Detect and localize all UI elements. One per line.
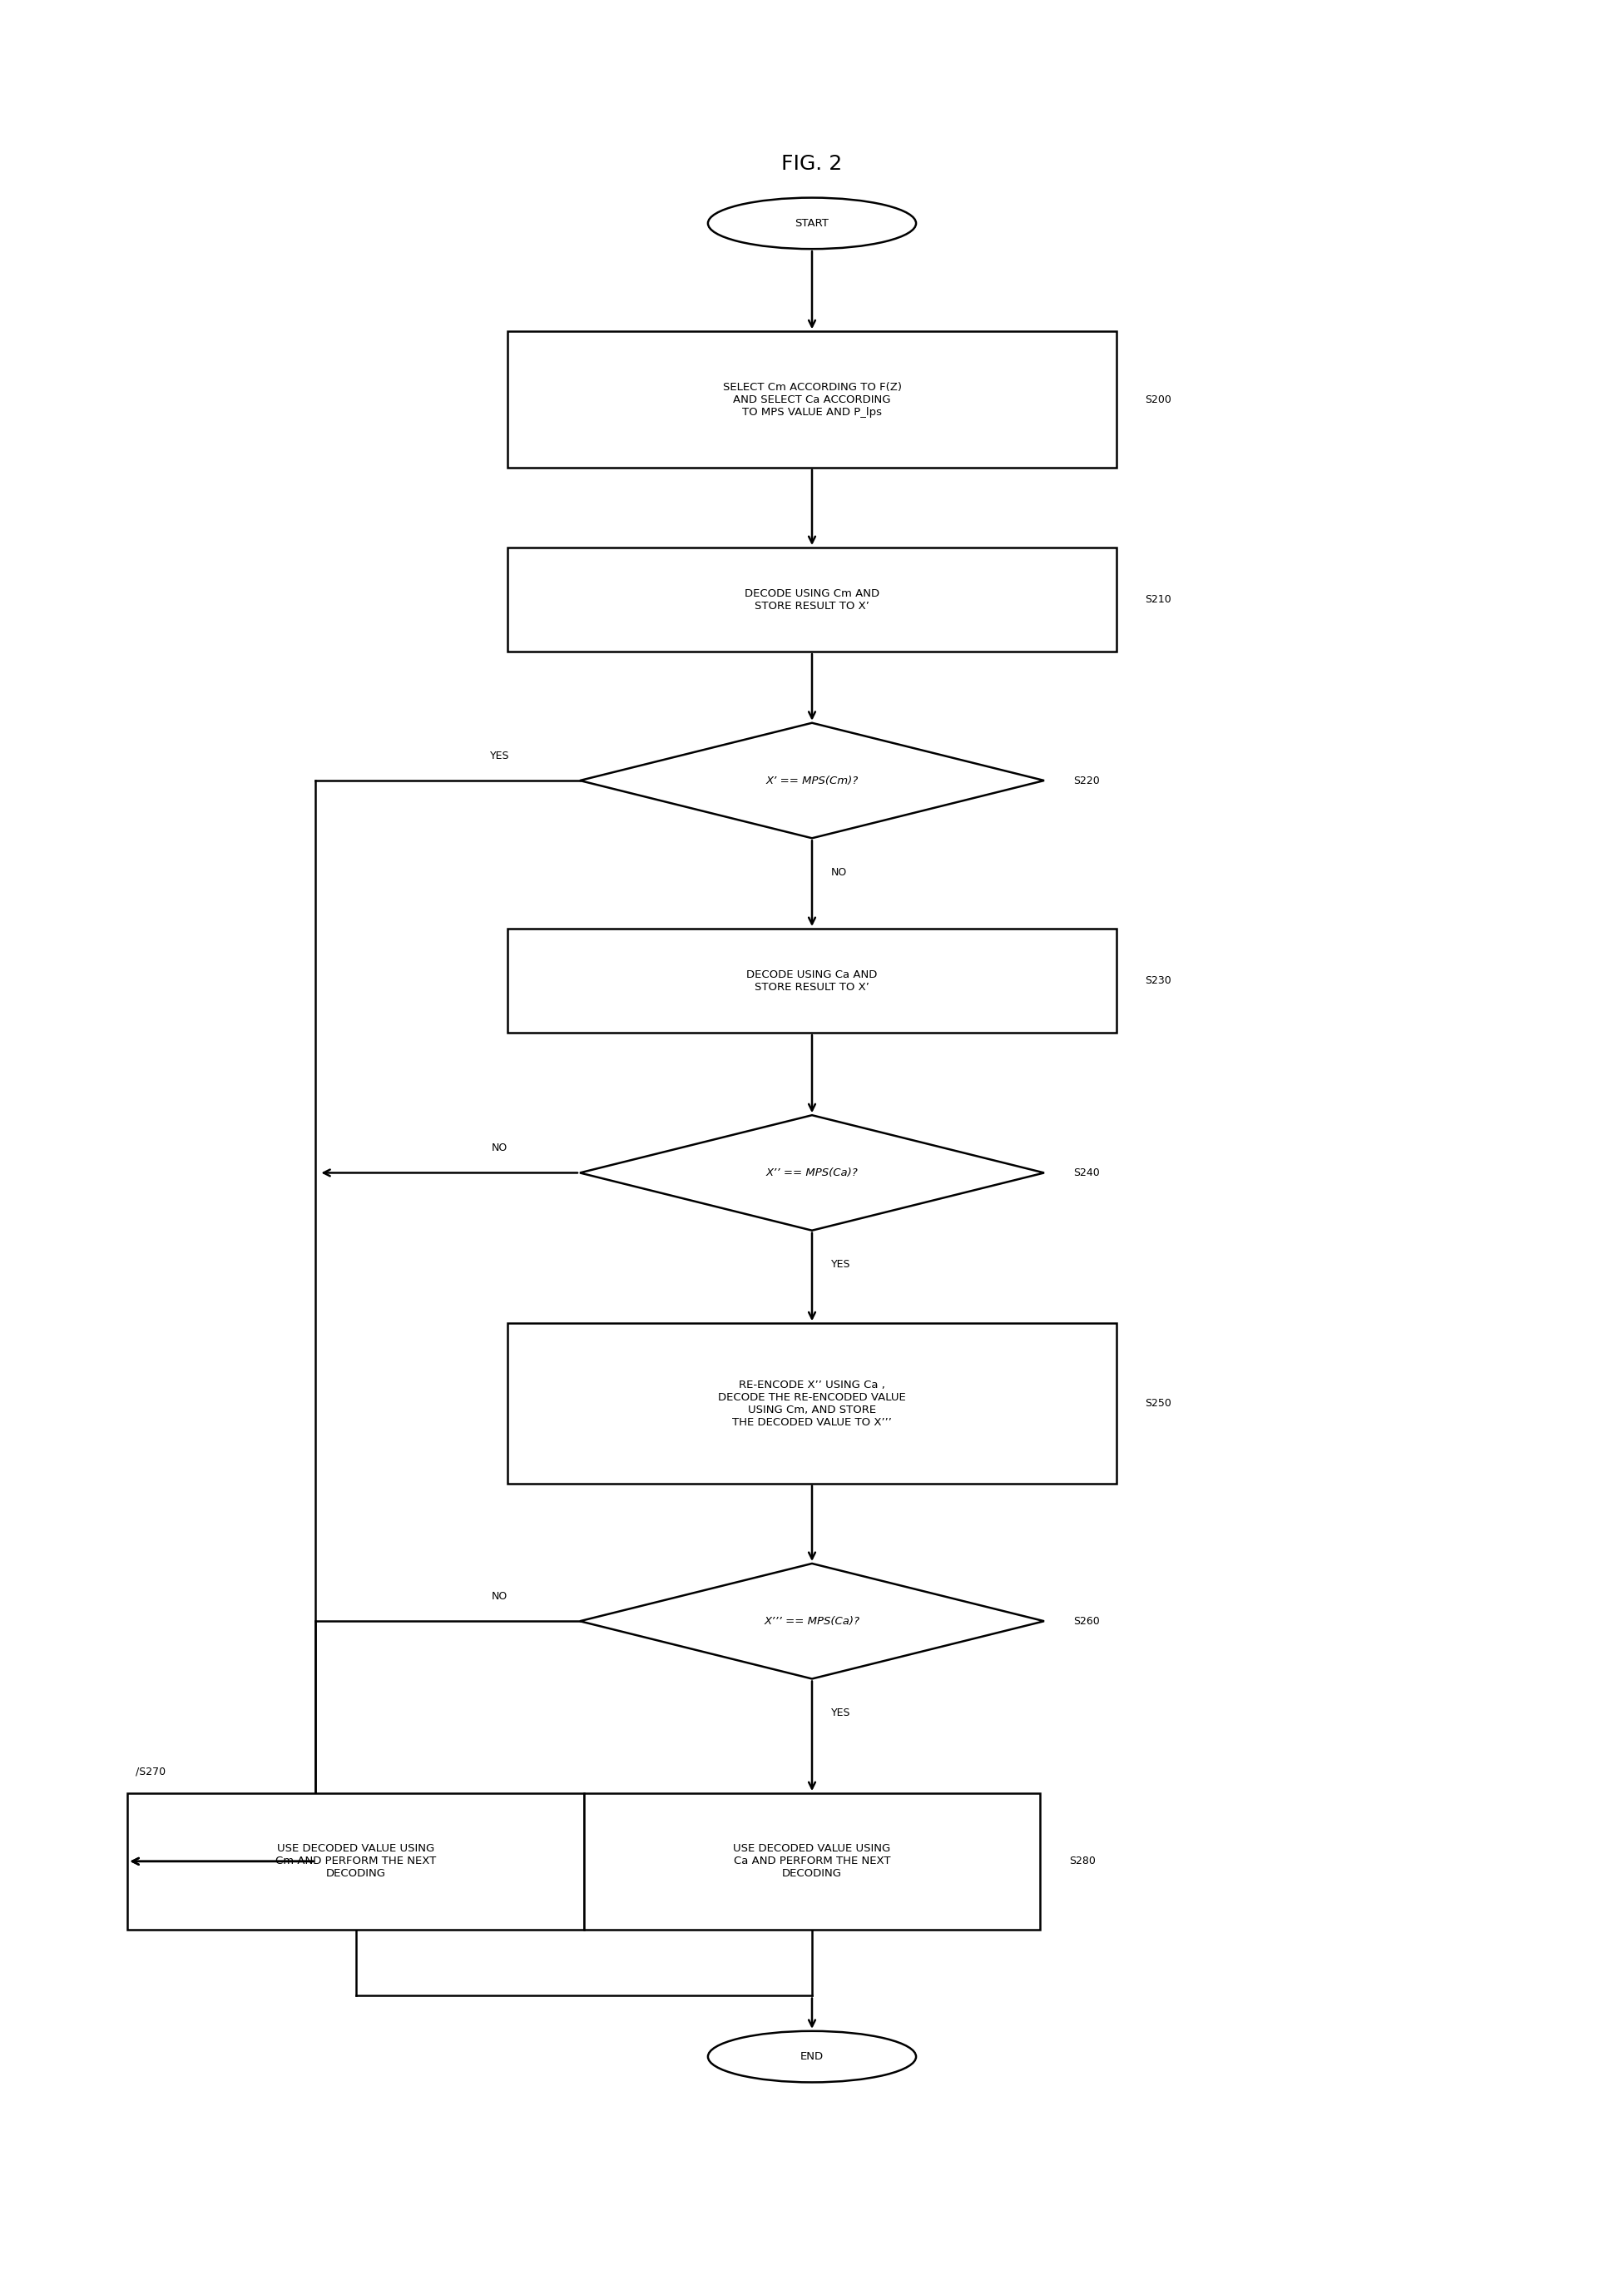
Text: S210: S210 [1145, 595, 1171, 604]
Text: NO: NO [831, 866, 848, 878]
Text: YES: YES [490, 750, 510, 762]
FancyBboxPatch shape [508, 331, 1116, 467]
Text: START: START [796, 219, 828, 228]
FancyBboxPatch shape [128, 1794, 585, 1929]
Polygon shape [580, 723, 1044, 839]
FancyBboxPatch shape [508, 928, 1116, 1033]
Text: S260: S260 [1073, 1617, 1099, 1626]
Text: S200: S200 [1145, 394, 1171, 406]
Text: YES: YES [831, 1259, 851, 1270]
Text: S240: S240 [1073, 1167, 1099, 1179]
Text: X’’’ == MPS(Ca)?: X’’’ == MPS(Ca)? [765, 1617, 859, 1626]
Text: S280: S280 [1069, 1856, 1096, 1867]
Text: DECODE USING Cm AND
STORE RESULT TO X’: DECODE USING Cm AND STORE RESULT TO X’ [744, 588, 880, 611]
FancyBboxPatch shape [585, 1794, 1039, 1929]
Text: USE DECODED VALUE USING
Ca AND PERFORM THE NEXT
DECODING: USE DECODED VALUE USING Ca AND PERFORM T… [734, 1845, 890, 1879]
Text: NO: NO [492, 1142, 508, 1154]
Text: NO: NO [492, 1591, 508, 1603]
Text: SELECT Cm ACCORDING TO F(Z)
AND SELECT Ca ACCORDING
TO MPS VALUE AND P_lps: SELECT Cm ACCORDING TO F(Z) AND SELECT C… [723, 381, 901, 417]
Text: USE DECODED VALUE USING
Cm AND PERFORM THE NEXT
DECODING: USE DECODED VALUE USING Cm AND PERFORM T… [276, 1845, 437, 1879]
Text: S230: S230 [1145, 976, 1171, 985]
Polygon shape [580, 1564, 1044, 1678]
FancyBboxPatch shape [508, 547, 1116, 652]
Text: FIG. 2: FIG. 2 [781, 155, 843, 173]
Polygon shape [580, 1115, 1044, 1231]
Text: YES: YES [831, 1708, 851, 1719]
Text: S220: S220 [1073, 775, 1099, 787]
FancyBboxPatch shape [508, 1322, 1116, 1484]
Text: DECODE USING Ca AND
STORE RESULT TO X’: DECODE USING Ca AND STORE RESULT TO X’ [747, 969, 877, 992]
Ellipse shape [708, 198, 916, 249]
Text: /S270: /S270 [136, 1767, 166, 1778]
Text: RE-ENCODE X’’ USING Ca ,
DECODE THE RE-ENCODED VALUE
USING Cm, AND STORE
THE DEC: RE-ENCODE X’’ USING Ca , DECODE THE RE-E… [718, 1379, 906, 1427]
Ellipse shape [708, 2031, 916, 2082]
Text: END: END [801, 2052, 823, 2061]
Text: X’’ == MPS(Ca)?: X’’ == MPS(Ca)? [767, 1167, 857, 1179]
Text: X’ == MPS(Cm)?: X’ == MPS(Cm)? [767, 775, 857, 787]
Text: S250: S250 [1145, 1398, 1171, 1409]
